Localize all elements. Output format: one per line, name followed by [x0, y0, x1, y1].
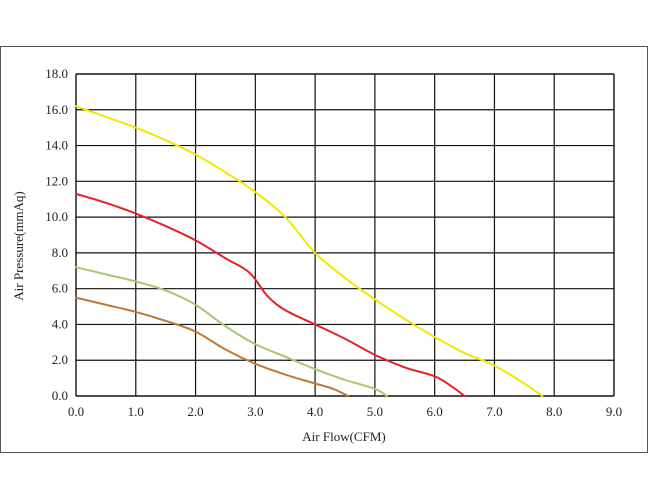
y-tick-label: 10.0 — [45, 209, 68, 224]
y-tick-label: 6.0 — [52, 281, 68, 296]
series-line-4 — [75, 296, 349, 397]
x-tick-labels: 0.0 1.0 2.0 3.0 4.0 5.0 6.0 7.0 8.0 9.0 — [68, 404, 622, 419]
series-line-1 — [75, 105, 544, 397]
y-tick-label: 0.0 — [52, 388, 68, 403]
x-tick-label: 6.0 — [427, 404, 443, 419]
y-tick-label: 2.0 — [52, 352, 68, 367]
y-tick-label: 18.0 — [45, 66, 68, 81]
x-tick-label: 4.0 — [307, 404, 323, 419]
series-line-2 — [75, 192, 466, 397]
series-group — [75, 105, 544, 397]
y-axis-title: Air Pressure(mmAq) — [11, 191, 26, 300]
x-tick-label: 7.0 — [486, 404, 502, 419]
y-tick-label: 16.0 — [45, 102, 68, 117]
x-tick-label: 3.0 — [247, 404, 263, 419]
x-tick-label: 9.0 — [606, 404, 622, 419]
series-line-3 — [75, 266, 388, 397]
x-axis-title: Air Flow(CFM) — [302, 429, 385, 444]
x-tick-label: 2.0 — [187, 404, 203, 419]
y-tick-label: 14.0 — [45, 138, 68, 153]
y-tick-labels: 0.0 2.0 4.0 6.0 8.0 10.0 12.0 14.0 16.0 18.0 — [45, 66, 68, 403]
grid — [75, 73, 615, 397]
x-tick-label: 1.0 — [128, 404, 144, 419]
x-tick-label: 5.0 — [367, 404, 383, 419]
y-tick-label: 8.0 — [52, 245, 68, 260]
y-tick-label: 12.0 — [45, 173, 68, 188]
x-tick-label: 8.0 — [546, 404, 562, 419]
x-tick-label: 0.0 — [68, 404, 84, 419]
y-tick-label: 4.0 — [52, 316, 68, 331]
